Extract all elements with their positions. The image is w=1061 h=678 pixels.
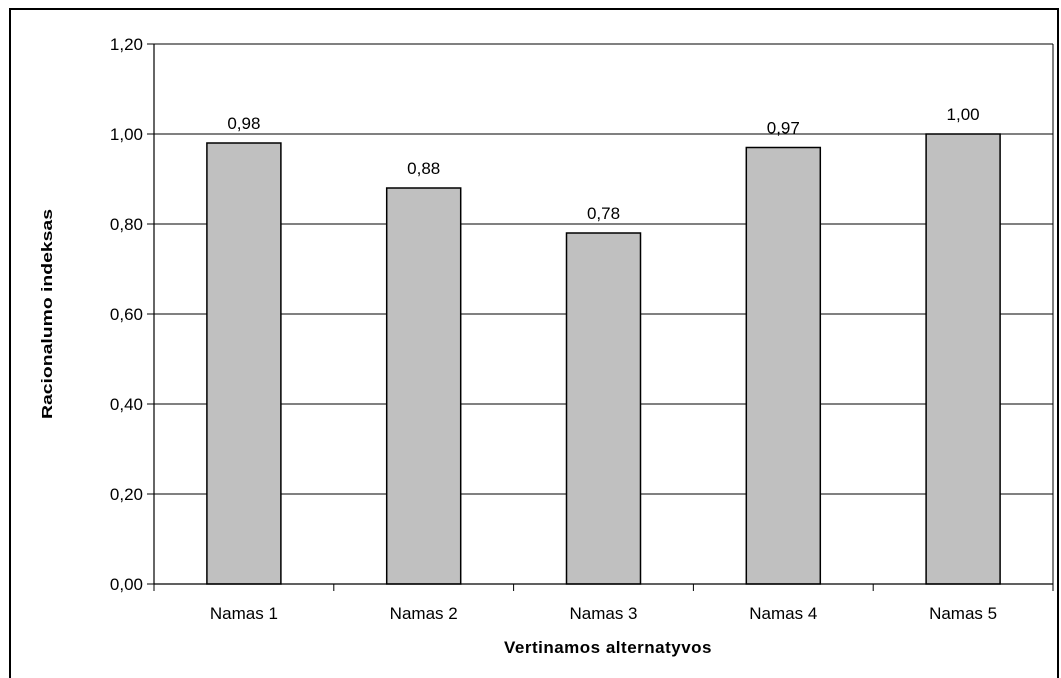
x-category-label: Namas 5	[929, 604, 997, 623]
y-tick-label: 0,40	[110, 395, 143, 414]
chart-frame	[9, 8, 1059, 678]
y-axis-ticks: 0,00 0,20 0,40 0,60 0,80 1,00 1,20	[110, 35, 154, 594]
x-category-label: Namas 1	[210, 604, 278, 623]
data-label: 0,97	[767, 119, 800, 138]
y-tick-label: 1,00	[110, 125, 143, 144]
x-category-label: Namas 3	[569, 604, 637, 623]
axes	[153, 44, 1054, 585]
y-tick-label: 1,20	[110, 35, 143, 54]
x-category-label: Namas 2	[390, 604, 458, 623]
bar-1	[206, 142, 282, 585]
data-label: 0,98	[227, 114, 260, 133]
data-label: 0,88	[407, 159, 440, 178]
y-tick-label: 0,80	[110, 215, 143, 234]
data-label: 0,78	[587, 204, 620, 223]
y-axis-title: Racionalumo indeksas	[39, 209, 56, 419]
data-labels: 0,98 0,88 0,78 0,97 1,00	[227, 105, 979, 223]
y-tick-label: 0,00	[110, 575, 143, 594]
bar-3	[565, 232, 642, 585]
x-axis-title: Vertinamos alternatyvos	[504, 638, 712, 657]
data-label: 1,00	[947, 105, 980, 124]
y-tick-label: 0,20	[110, 485, 143, 504]
x-axis-categories: Namas 1 Namas 2 Namas 3 Namas 4 Namas 5	[153, 584, 1054, 623]
bar-4	[745, 146, 822, 585]
bar-2	[385, 187, 462, 585]
y-tick-label: 0,60	[110, 305, 143, 324]
x-category-label: Namas 4	[749, 604, 817, 623]
bar-5	[925, 133, 1001, 585]
bars	[206, 133, 1001, 585]
